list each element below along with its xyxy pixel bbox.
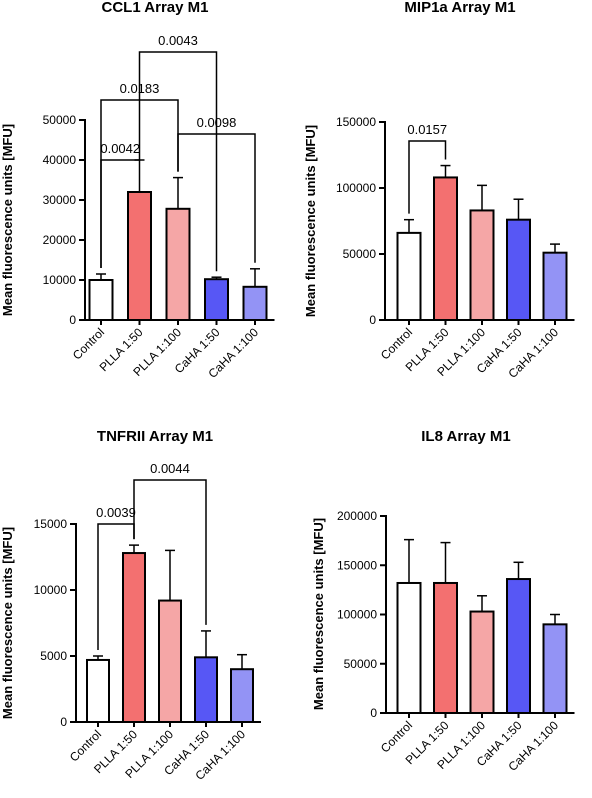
p-value-label: 0.0157 — [407, 122, 447, 137]
bar-control — [396, 581, 422, 714]
p-value-label: 0.0044 — [150, 461, 190, 476]
bar-caha-1-50 — [204, 278, 229, 322]
y-tick-label: 10000 — [34, 583, 68, 597]
chart-title: MIP1a Array M1 — [404, 0, 515, 16]
y-tick-label: 0 — [69, 313, 76, 327]
significance-bracket — [177, 133, 256, 263]
bar-caha-1-100 — [542, 623, 568, 714]
y-tick-label: 50000 — [43, 113, 77, 127]
y-axis-label: Mean fluorescence units [MFU] — [0, 124, 15, 316]
bar-plla-1-50 — [433, 176, 458, 321]
y-tick-label: 30000 — [43, 193, 77, 207]
p-value-label: 0.0039 — [96, 505, 136, 520]
y-tick-label: 150000 — [336, 115, 376, 129]
y-tick-label: 0 — [370, 706, 377, 720]
bar-caha-1-50 — [506, 218, 531, 321]
x-category-label: Control — [70, 325, 107, 362]
bar-caha-1-100 — [242, 285, 268, 321]
y-axis-label: Mean fluorescence units [MFU] — [303, 125, 318, 317]
y-tick-label: 40000 — [43, 153, 77, 167]
chart-panel-4: IL8 Array M1 Mean fluorescence units [MFU… — [311, 428, 575, 774]
bar-plla-1-50 — [433, 581, 458, 714]
y-axis-label: Mean fluorescence units [MFU] — [311, 518, 326, 710]
y-axis-label: Mean fluorescence units [MFU] — [0, 527, 15, 719]
p-value-label: 0.0042 — [100, 141, 140, 156]
bar-plla-1-100 — [469, 610, 495, 714]
y-tick-label: 10000 — [43, 273, 77, 287]
bar-plla-1-100 — [469, 209, 495, 321]
p-value-label: 0.0043 — [158, 33, 198, 48]
significance-bracket — [138, 51, 218, 272]
chart-panel-3: TNFRII Array M1 Mean fluorescence units [… — [0, 428, 261, 783]
bar-control — [396, 231, 422, 322]
y-tick-label: 20000 — [43, 233, 77, 247]
p-value-label: 0.0098 — [197, 115, 237, 130]
y-tick-label: 50000 — [344, 657, 378, 671]
bar-control — [88, 279, 114, 321]
y-tick-label: 100000 — [337, 608, 377, 622]
chart-title: TNFRII Array M1 — [97, 428, 213, 445]
y-tick-label: 50000 — [343, 247, 377, 261]
y-tick-label: 15000 — [34, 517, 68, 531]
y-tick-label: 150000 — [337, 558, 377, 572]
y-tick-label: 0 — [369, 313, 376, 327]
bar-plla-1-100 — [165, 207, 191, 321]
chart-panel-2: MIP1a Array M1 Mean fluorescence units [M… — [303, 0, 575, 381]
chart-title: IL8 Array M1 — [421, 428, 510, 445]
chart-panel-1: CCL1 Array M1 Mean fluorescence units [MF… — [0, 0, 275, 381]
bar-plla-1-50 — [127, 191, 152, 321]
bar-caha-1-50 — [194, 656, 218, 724]
y-tick-label: 0 — [60, 715, 67, 729]
chart-title: CCL1 Array M1 — [102, 0, 209, 16]
bar-plla-1-50 — [122, 552, 146, 723]
y-tick-label: 5000 — [40, 649, 67, 663]
bar-control — [86, 658, 110, 724]
y-tick-label: 200000 — [337, 509, 377, 523]
bar-plla-1-100 — [158, 599, 182, 723]
bar-caha-1-100 — [542, 251, 568, 321]
bar-caha-1-50 — [506, 578, 531, 714]
significance-bracket — [408, 140, 447, 214]
y-tick-label: 100000 — [336, 181, 376, 195]
bar-caha-1-100 — [230, 668, 254, 724]
significance-bracket — [133, 479, 207, 625]
